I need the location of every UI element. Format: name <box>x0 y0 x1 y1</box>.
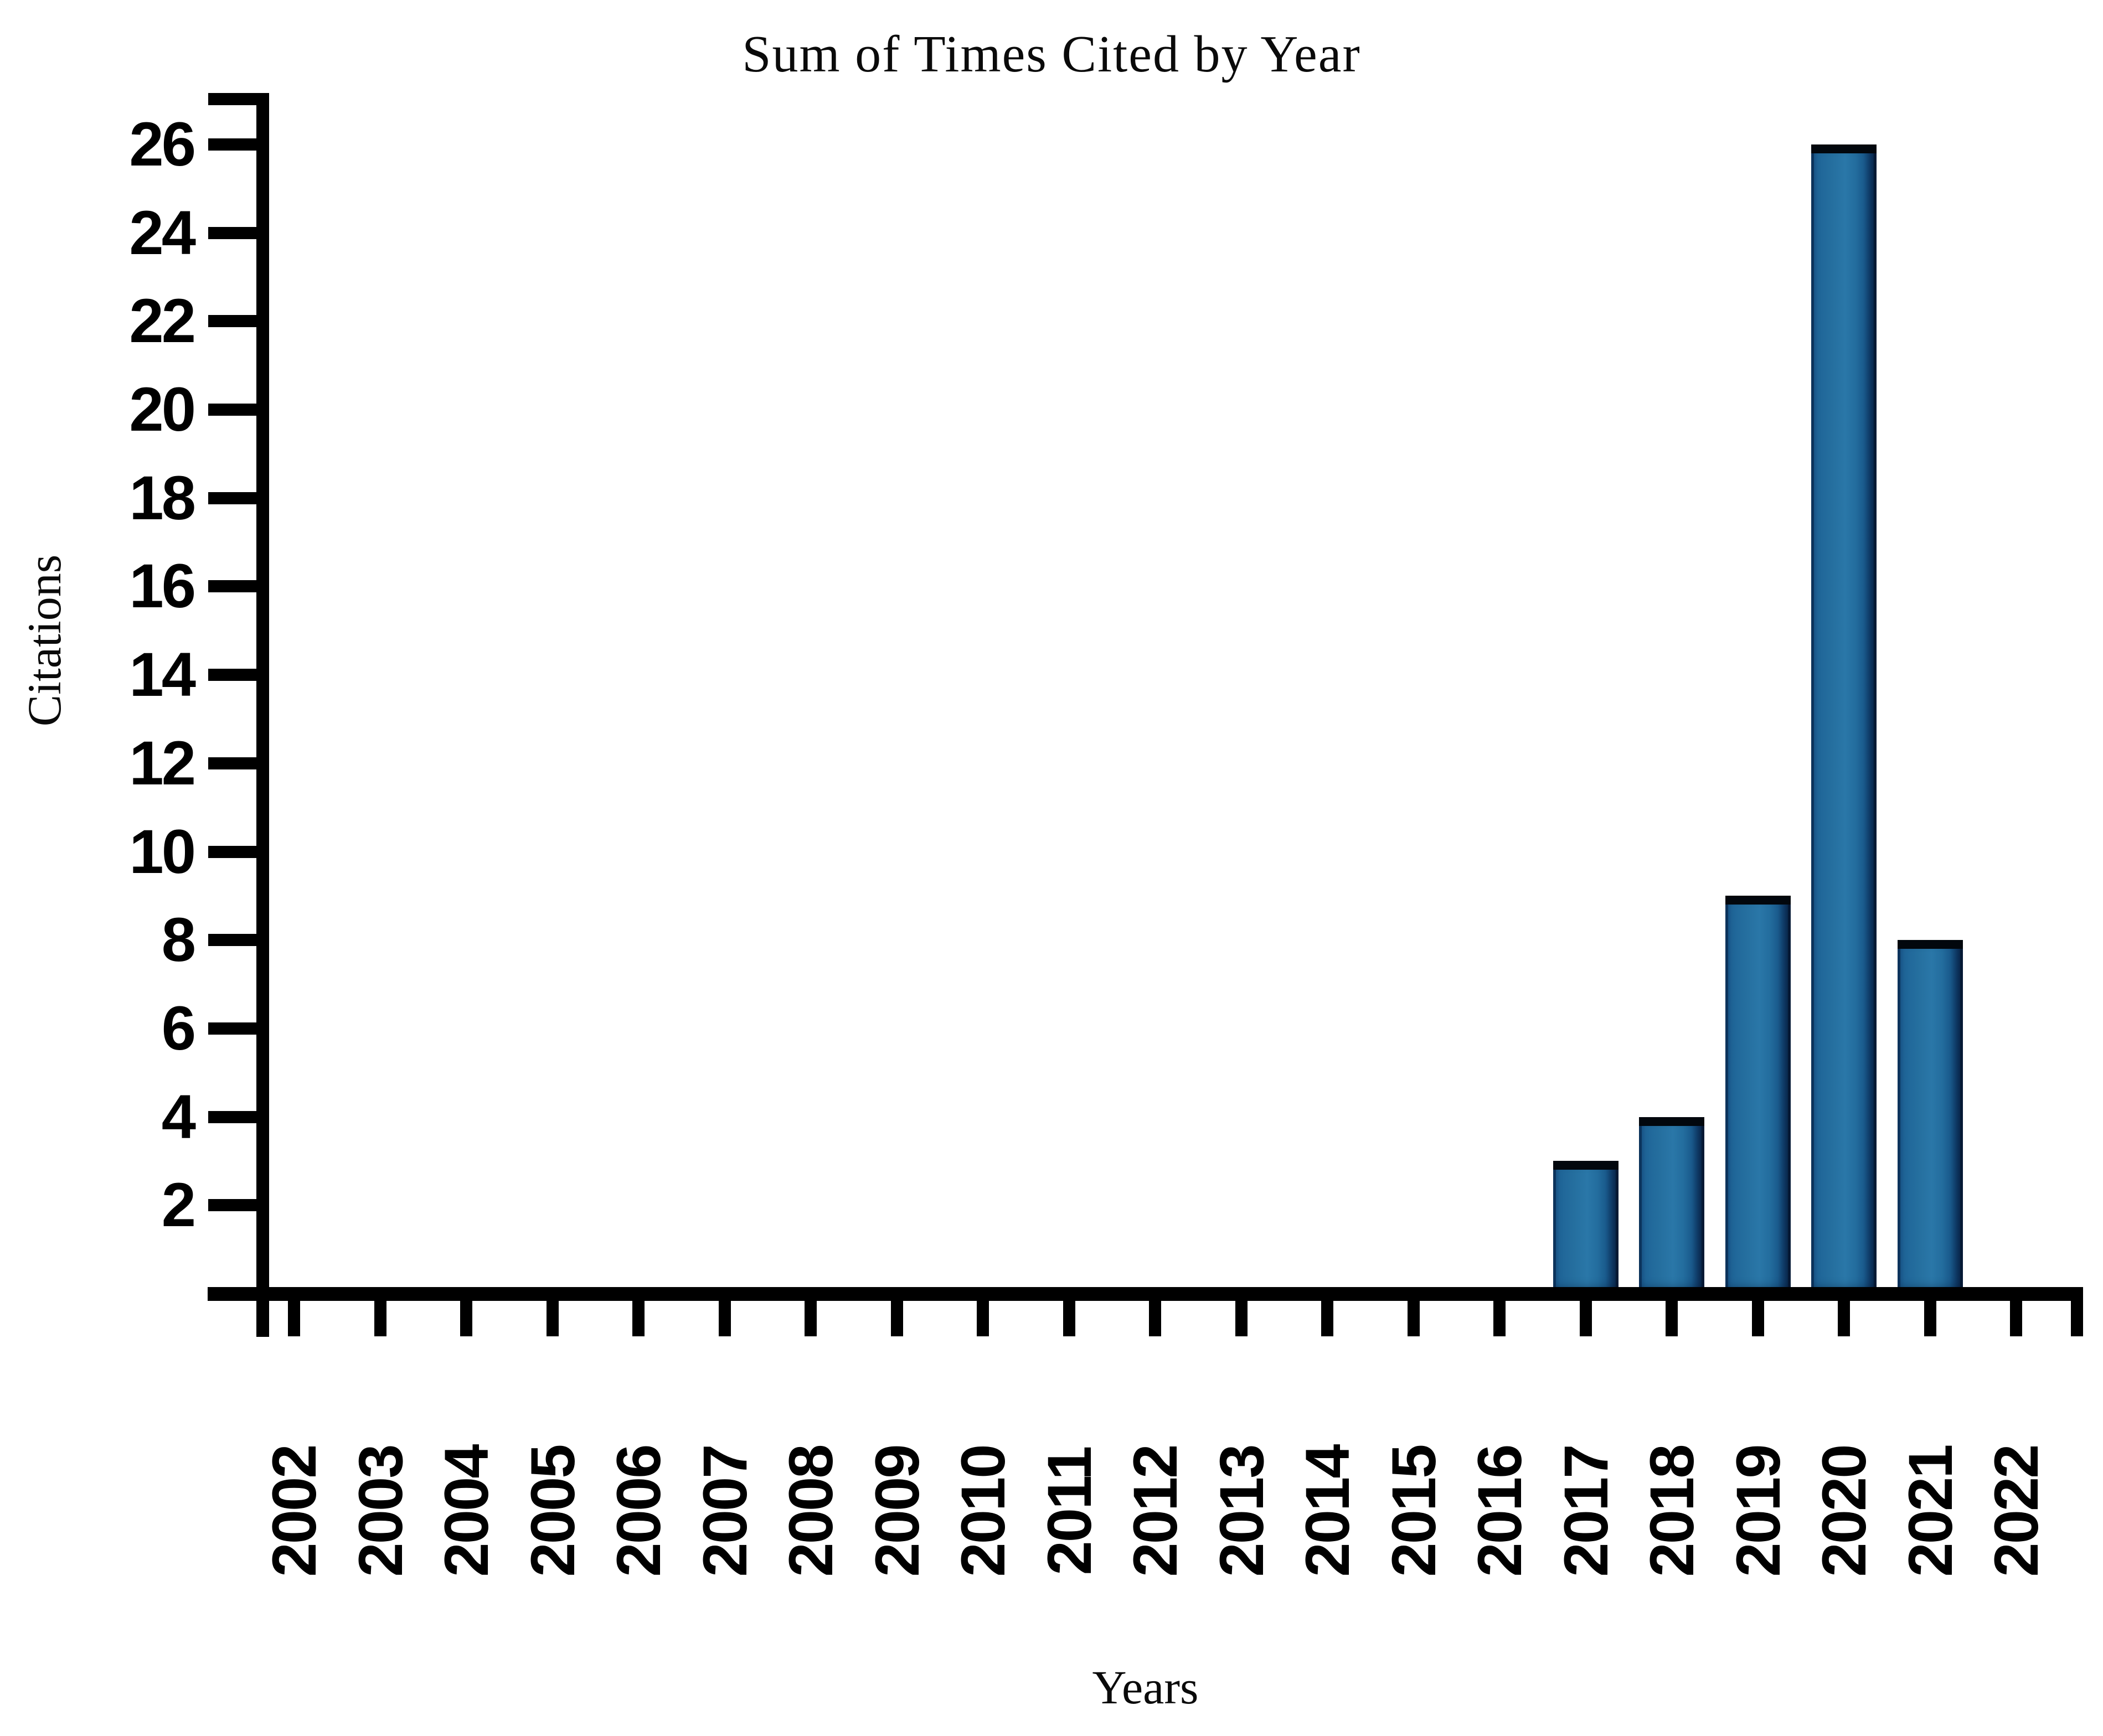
x-tick-2022 <box>2010 1299 2022 1336</box>
y-tick-24 <box>208 227 256 239</box>
x-tick-2021 <box>1924 1299 1936 1336</box>
y-tick-label-4: 4 <box>161 1082 196 1151</box>
y-tick-label-8: 8 <box>161 905 196 974</box>
y-tick-10 <box>208 846 256 858</box>
x-tick-2006 <box>632 1299 645 1336</box>
x-tick-2007 <box>719 1299 731 1336</box>
x-tick-2005 <box>547 1299 559 1336</box>
y-tick-2 <box>208 1199 256 1211</box>
x-tick-label-2022: 2022 <box>1981 1445 2051 1577</box>
y-tick-label-10: 10 <box>129 817 196 886</box>
y-tick-label-14: 14 <box>129 640 196 709</box>
y-tick-8 <box>208 934 256 946</box>
y-tick-label-12: 12 <box>129 728 196 798</box>
x-axis-line <box>208 1287 2083 1301</box>
x-tick-2008 <box>805 1299 817 1336</box>
bar-2017 <box>1553 1161 1619 1294</box>
x-tick-2015 <box>1408 1299 1420 1336</box>
y-tick-26 <box>208 138 256 151</box>
x-axis-title: Years <box>1092 1661 1199 1714</box>
y-tick-16 <box>208 580 256 592</box>
x-tick-2009 <box>891 1299 903 1336</box>
x-tick-2019 <box>1752 1299 1764 1336</box>
x-tick-2011 <box>1063 1299 1075 1336</box>
y-tick-label-26: 26 <box>129 110 196 179</box>
x-tick-2002 <box>288 1299 300 1336</box>
x-axis-end-tick <box>2071 1299 2083 1336</box>
y-tick-label-20: 20 <box>129 375 196 444</box>
y-axis-line <box>256 93 269 1337</box>
y-tick-20 <box>208 404 256 416</box>
x-tick-2013 <box>1235 1299 1248 1336</box>
chart-title: Sum of Times Cited by Year <box>742 25 1361 83</box>
bar-2018 <box>1639 1117 1704 1294</box>
x-tick-2020 <box>1838 1299 1850 1336</box>
y-tick-18 <box>208 492 256 504</box>
y-tick-label-22: 22 <box>129 286 196 355</box>
y-tick-22 <box>208 315 256 327</box>
y-tick-12 <box>208 757 256 769</box>
bar-2021 <box>1897 940 1963 1294</box>
x-tick-2010 <box>977 1299 989 1336</box>
y-tick-label-6: 6 <box>161 994 196 1063</box>
bar-2019 <box>1725 896 1791 1294</box>
x-tick-2017 <box>1580 1299 1592 1336</box>
y-tick-label-24: 24 <box>129 198 196 267</box>
y-tick-4 <box>208 1111 256 1123</box>
x-tick-2004 <box>460 1299 472 1336</box>
y-tick-6 <box>208 1022 256 1035</box>
x-tick-2016 <box>1493 1299 1506 1336</box>
y-axis-top-cap <box>208 93 269 105</box>
y-tick-14 <box>208 669 256 681</box>
y-tick-label-2: 2 <box>161 1170 196 1239</box>
x-tick-2014 <box>1321 1299 1333 1336</box>
x-tick-2018 <box>1666 1299 1678 1336</box>
bar-2020 <box>1811 144 1877 1294</box>
y-tick-label-18: 18 <box>129 463 196 533</box>
x-tick-2003 <box>374 1299 386 1336</box>
y-tick-label-16: 16 <box>129 551 196 621</box>
x-tick-2012 <box>1149 1299 1161 1336</box>
